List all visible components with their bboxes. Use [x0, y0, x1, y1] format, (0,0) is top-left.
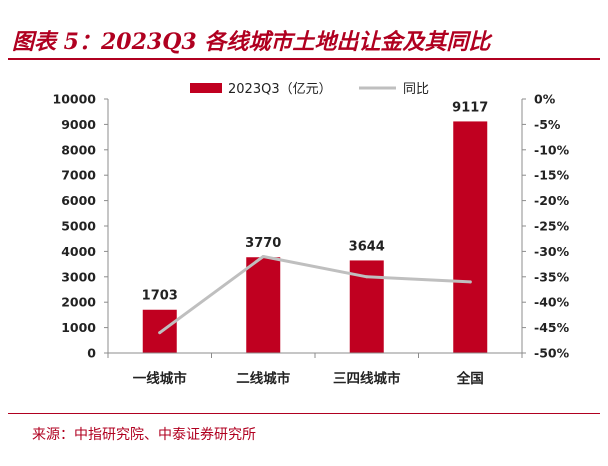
x-category-label: 一线城市 — [133, 370, 187, 387]
bar-series — [142, 121, 488, 354]
y-left-tick-label: 7000 — [61, 168, 96, 183]
bar-data-label: 3770 — [245, 236, 281, 251]
bar-data-label: 3644 — [349, 239, 385, 254]
bar-data-labels: 1703 3770 3644 9117 — [142, 100, 489, 303]
y-left-tick-label: 10000 — [53, 92, 97, 107]
legend-bar-swatch — [190, 83, 222, 93]
yoy-line — [158, 254, 472, 335]
chart-legend: 2023Q3（亿元） 同比 — [190, 82, 429, 97]
y-left-tick-label: 6000 — [61, 193, 96, 208]
legend-line-label: 同比 — [403, 82, 429, 97]
y-right-tick-label: -50% — [534, 346, 570, 361]
y-right-tick-label: -25% — [534, 219, 570, 234]
y-right-tick-label: -20% — [534, 193, 570, 208]
y-right-tick-label: -40% — [534, 295, 570, 310]
y-axis-right: 0% -5% -10% -15% -20% -25% -30% -35% -40% -45% -50… — [522, 92, 570, 361]
y-axis-left: 0 1000 2000 3000 4000 5000 6000 7000 8000 9000 100… — [53, 92, 108, 361]
x-category-label: 二线城市 — [236, 370, 290, 387]
bar-data-label: 9117 — [452, 100, 488, 115]
y-right-tick-label: -10% — [534, 142, 570, 157]
yoy-point — [158, 331, 162, 335]
y-left-tick-label: 8000 — [61, 142, 96, 157]
y-right-tick-label: 0% — [534, 92, 556, 107]
legend-bar-label: 2023Q3（亿元） — [228, 82, 332, 97]
axis-lines — [107, 99, 523, 358]
yoy-point — [365, 275, 369, 279]
y-left-tick-label: 9000 — [61, 117, 96, 132]
y-right-tick-label: -45% — [534, 320, 570, 335]
y-right-tick-label: -35% — [534, 269, 570, 284]
source-note: 来源：中指研究院、中泰证券研究所 — [32, 427, 256, 443]
y-right-tick-label: -15% — [534, 168, 570, 183]
figure-title: 图表 5：2023Q3 各线城市土地出让金及其同比 — [12, 29, 491, 55]
y-left-tick-label: 0 — [87, 346, 96, 361]
yoy-point — [261, 254, 265, 258]
bar — [246, 257, 281, 353]
source-rule — [8, 413, 600, 414]
y-left-tick-label: 3000 — [61, 269, 96, 284]
bar — [453, 121, 488, 354]
x-category-label: 三四线城市 — [333, 370, 401, 387]
x-category-label: 全国 — [456, 370, 484, 387]
title-rule — [8, 58, 600, 60]
y-left-tick-label: 2000 — [61, 295, 96, 310]
y-right-tick-label: -30% — [534, 244, 570, 259]
bar-data-label: 1703 — [142, 289, 178, 304]
y-left-tick-label: 4000 — [61, 244, 96, 259]
yoy-point — [468, 280, 472, 284]
y-left-tick-label: 1000 — [61, 320, 96, 335]
x-axis-labels: 一线城市 二线城市 三四线城市 全国 — [133, 370, 484, 387]
y-left-tick-label: 5000 — [61, 219, 96, 234]
yoy-line-series — [158, 254, 472, 335]
y-right-tick-label: -5% — [534, 117, 561, 132]
